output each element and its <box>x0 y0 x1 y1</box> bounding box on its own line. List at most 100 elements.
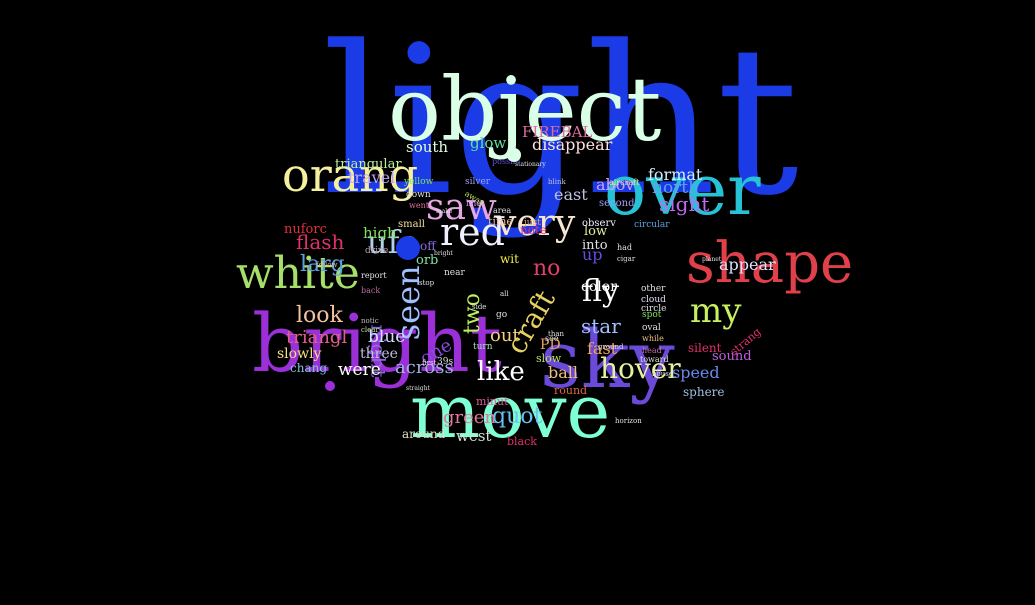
word-format-38: format <box>648 164 703 184</box>
word-over-5: over <box>604 148 761 231</box>
word-two-19: two <box>459 293 485 334</box>
word-south-43: south <box>406 137 449 156</box>
word-very-10: very <box>496 203 576 245</box>
dot-object-j <box>507 148 521 162</box>
word-high-54: high <box>363 223 397 242</box>
word-appear-39: appear <box>719 254 776 274</box>
word-flash-23: flash <box>296 229 345 254</box>
word-no-31: no <box>533 255 561 281</box>
word-slowly-50: slowly <box>277 345 322 362</box>
word-circular-80: circular <box>634 219 670 230</box>
word-fast-49: fast <box>587 338 618 358</box>
word-disappear-40: disappear <box>532 134 613 154</box>
word-shape-6: shape <box>686 231 854 297</box>
word-object-1: object <box>388 57 662 161</box>
word-just-88: just <box>524 217 541 228</box>
word-went-84: went <box>409 201 429 211</box>
word-notic-101: notic <box>361 317 379 326</box>
word-planet-117: planet <box>702 256 722 264</box>
word-silent-62: silent <box>688 341 722 356</box>
word-off-74: off <box>420 239 436 254</box>
word-larg-22: larg <box>300 251 345 277</box>
word-north-37: north <box>652 178 700 199</box>
word-around-59: around <box>402 427 446 442</box>
word-like-16: like <box>477 356 525 387</box>
word-blue-25: blue <box>368 327 406 348</box>
word-go-120: go <box>496 309 508 320</box>
word-other-91: other <box>641 283 666 294</box>
word-star-28: star <box>581 313 621 338</box>
word-back-79: back <box>361 286 381 296</box>
word-bright-115: bright <box>434 250 453 258</box>
word-three-51: three <box>360 345 398 362</box>
word-stationary-113: stationary <box>515 161 546 169</box>
word-possibl-114: possibl <box>492 157 521 167</box>
word-light-0: light <box>322 2 799 241</box>
word-red-11: red <box>440 209 505 254</box>
word-look-21: look <box>296 302 343 328</box>
word-ground-112: ground <box>598 343 624 352</box>
word-horizon-100: horizon <box>615 417 642 426</box>
word-cigar-111: cigar <box>617 255 636 264</box>
word-glow-42: glow <box>470 133 507 152</box>
word-abov-47: abov <box>596 174 635 194</box>
word-round-64: round <box>554 383 588 397</box>
word-drive-77: drive <box>365 245 389 256</box>
word-white-8: white <box>236 247 360 299</box>
word-observ-75: observ <box>582 217 616 229</box>
word-up-55: up <box>582 244 603 264</box>
word-saw-9: saw <box>426 187 497 229</box>
word-fly-17: fly <box>582 274 619 310</box>
word-second-72: second <box>599 197 635 209</box>
word-while-96: while <box>642 334 664 344</box>
word-slow-71: slow <box>536 351 562 365</box>
word-ball-34: ball <box>548 362 579 382</box>
word-sight-36: sight <box>659 191 710 216</box>
word-line-86: line <box>466 199 482 209</box>
word-side-119: side <box>472 303 487 312</box>
word-green-27: green <box>443 407 497 429</box>
word-spot-94: spot <box>642 309 662 320</box>
word-down-83: down <box>406 189 431 200</box>
word-orb-67: orb <box>416 253 439 269</box>
word-report-78: report <box>361 271 387 281</box>
word-nuforc-53: nuforc <box>284 222 327 238</box>
word-straight-122: straight <box>406 385 430 393</box>
word-head-97: head <box>642 346 662 356</box>
word-circle-93: circle <box>641 303 667 314</box>
word-time-69: time <box>488 214 513 228</box>
word-39s-104: 39s <box>437 356 454 367</box>
word-hover-15: hover <box>600 352 681 386</box>
word-small-76: small <box>398 218 425 230</box>
word-sphere-63: sphere <box>683 385 725 400</box>
word-blink-89: blink <box>548 178 566 187</box>
word-east-46: east <box>554 184 588 204</box>
word-clear-102: clear <box>361 326 379 335</box>
word-minut-65: minut <box>476 394 509 408</box>
word-see-106: see <box>545 334 559 344</box>
word-than-118: than <box>548 330 565 339</box>
word-triangular-45: triangular <box>335 157 402 173</box>
word-were-33: were <box>338 360 381 381</box>
word-firebal-41: FIREBAL <box>522 122 593 141</box>
word-house-99: house <box>652 370 673 379</box>
word-speed-35: speed <box>672 362 720 382</box>
word-chang-52: chang <box>290 361 328 376</box>
word-bright-4: bright <box>252 297 502 391</box>
word-all-121: all <box>500 290 509 299</box>
word-stop-108: stop <box>419 279 435 288</box>
word-silver-82: silver <box>465 176 491 187</box>
word-quot-26: quot <box>492 403 543 429</box>
word-aircraft-90: aircraft <box>609 178 640 188</box>
dot-bright-i <box>325 381 335 391</box>
word-my-14: my <box>690 291 742 332</box>
word-turn-105: turn <box>473 341 493 352</box>
word-into-57: into <box>582 238 608 254</box>
word-wit-73: wit <box>500 252 519 267</box>
word-area-87: area <box>493 206 512 216</box>
word-had-110: had <box>617 243 633 253</box>
word-west-58: west <box>456 426 492 445</box>
word-follow-103: follow <box>316 261 338 270</box>
word-black-60: black <box>507 434 537 448</box>
word-note-68: note <box>520 223 547 238</box>
